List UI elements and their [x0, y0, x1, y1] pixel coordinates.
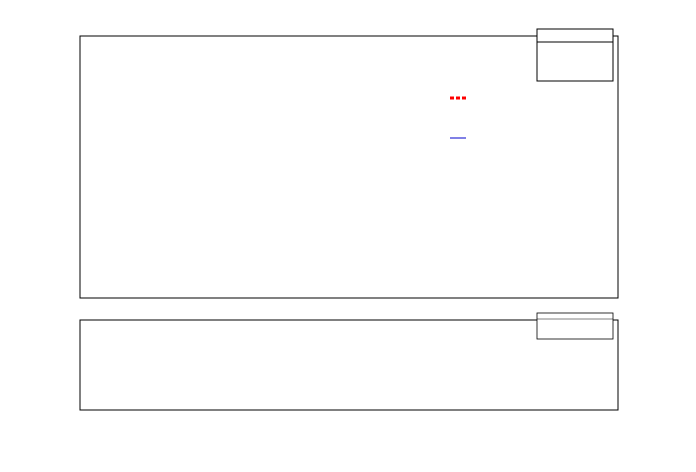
legend — [450, 96, 466, 139]
stats-box — [536, 28, 614, 82]
mini-stats-box — [536, 312, 614, 340]
bottom-plot-frame — [79, 319, 619, 411]
top-plot-frame — [79, 35, 619, 299]
